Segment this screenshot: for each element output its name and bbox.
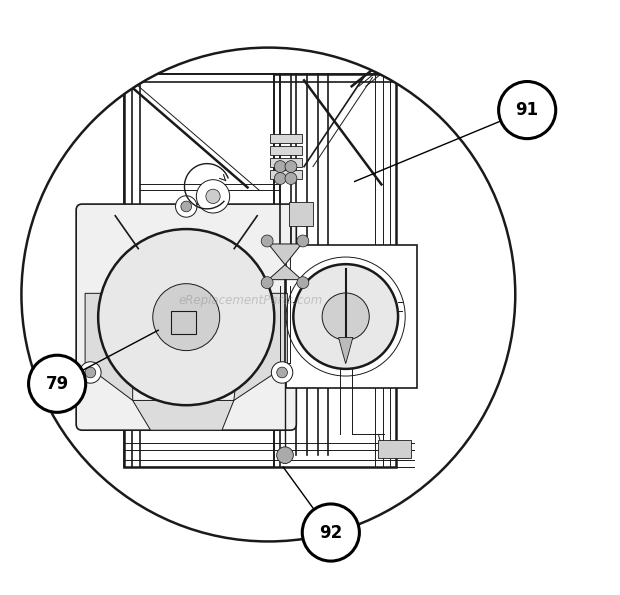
Circle shape [277,447,293,464]
Circle shape [80,362,101,383]
Circle shape [303,504,360,561]
Bar [140,74,274,467]
Bar [270,134,303,143]
Circle shape [175,196,197,217]
Bar [270,146,303,155]
Polygon shape [234,293,288,400]
Bar [270,158,303,167]
Circle shape [197,180,229,213]
Bar [171,311,197,334]
Circle shape [293,264,398,369]
Circle shape [322,293,370,340]
Bar [270,170,303,178]
Circle shape [277,367,288,378]
Polygon shape [133,400,234,430]
Circle shape [285,173,297,184]
Circle shape [272,362,293,383]
Circle shape [153,284,219,350]
Circle shape [297,235,309,247]
Circle shape [285,161,297,173]
Circle shape [261,277,273,289]
Text: 79: 79 [45,375,69,393]
Polygon shape [268,265,302,280]
Text: 91: 91 [516,101,539,119]
Circle shape [274,161,286,173]
Bar [286,245,417,388]
Polygon shape [85,293,133,400]
Polygon shape [339,337,353,364]
Text: 92: 92 [319,524,342,541]
Bar [125,74,396,467]
Circle shape [85,367,95,378]
Circle shape [206,189,220,203]
Bar [378,440,411,458]
Circle shape [181,201,192,212]
Polygon shape [268,244,302,265]
Circle shape [498,82,556,139]
Circle shape [261,235,273,247]
Circle shape [98,229,274,405]
Text: eReplacementParts.com: eReplacementParts.com [179,294,322,307]
Circle shape [297,277,309,289]
Circle shape [274,173,286,184]
FancyBboxPatch shape [76,204,296,430]
Bar [289,202,313,226]
Circle shape [29,355,86,412]
